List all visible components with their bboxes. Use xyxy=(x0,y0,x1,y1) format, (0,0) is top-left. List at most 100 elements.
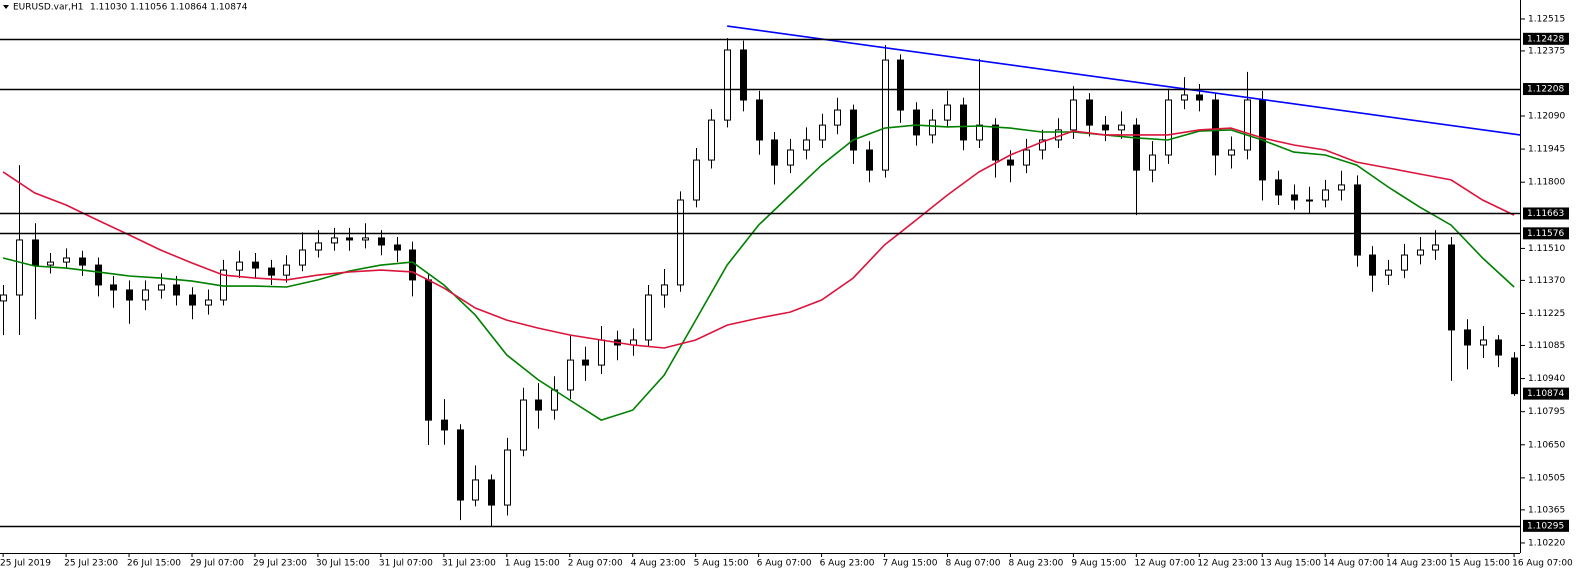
candle-body xyxy=(1338,184,1345,191)
candle-body xyxy=(803,139,810,151)
candle-body xyxy=(1480,339,1487,346)
candle-body xyxy=(850,109,857,151)
candle-body xyxy=(913,109,920,136)
x-tick-label: 31 Jul 23:00 xyxy=(442,559,496,569)
x-tick-label: 16 Aug 07:00 xyxy=(1512,559,1573,569)
candle-body xyxy=(1228,149,1235,156)
candle-body xyxy=(1070,99,1077,131)
candle-body xyxy=(1448,244,1455,331)
candle-body xyxy=(1133,124,1140,171)
level-label: 1.11663 xyxy=(1527,209,1564,219)
x-tick-label: 25 Jul 2019 xyxy=(0,559,51,569)
x-tick-label: 1 Aug 15:00 xyxy=(505,559,560,569)
candle-body xyxy=(1149,154,1156,171)
candle-body xyxy=(567,359,574,391)
candle-body xyxy=(520,399,527,451)
candle-body xyxy=(1212,99,1219,156)
candle-body xyxy=(315,242,322,251)
candle-body xyxy=(1244,99,1251,151)
candle-body xyxy=(929,119,936,136)
menu-arrow[interactable] xyxy=(3,5,9,9)
candle-body xyxy=(661,284,668,296)
x-tick-label: 29 Jul 23:00 xyxy=(253,559,307,569)
candle-body xyxy=(95,264,102,286)
candle-body xyxy=(944,104,951,121)
x-tick-label: 12 Aug 23:00 xyxy=(1197,559,1258,569)
candle-body xyxy=(189,294,196,306)
candle-body xyxy=(331,237,338,244)
x-tick-label: 6 Aug 23:00 xyxy=(820,559,875,569)
chart-title: EURUSD.var,H1 xyxy=(13,3,84,13)
candle-body xyxy=(1322,189,1329,201)
candle-body xyxy=(394,244,401,251)
y-tick-label: 1.10365 xyxy=(1528,505,1565,515)
candle-body xyxy=(283,264,290,276)
y-tick-label: 1.10940 xyxy=(1528,374,1565,384)
candle-body xyxy=(252,261,259,269)
y-tick-label: 1.10650 xyxy=(1528,440,1565,450)
x-tick-label: 7 Aug 15:00 xyxy=(883,559,938,569)
candle-body xyxy=(16,239,23,296)
candle-body xyxy=(409,249,416,281)
x-tick-label: 12 Aug 07:00 xyxy=(1134,559,1195,569)
x-tick-label: 29 Jul 07:00 xyxy=(190,559,244,569)
candle-body xyxy=(1007,159,1014,166)
candle-body xyxy=(693,159,700,201)
trendline xyxy=(727,25,1521,136)
level-box xyxy=(1523,32,1569,45)
candle-body xyxy=(834,109,841,126)
y-tick-label: 1.10505 xyxy=(1528,473,1565,483)
candle-body xyxy=(756,99,763,141)
candle-body xyxy=(1306,199,1313,202)
x-tick-label: 13 Aug 15:00 xyxy=(1260,559,1321,569)
candle-body xyxy=(158,284,165,291)
y-tick-label: 1.12515 xyxy=(1528,14,1565,24)
candle-body xyxy=(1354,184,1361,256)
x-tick-label: 4 Aug 23:00 xyxy=(631,559,686,569)
y-tick-label: 1.11800 xyxy=(1528,178,1565,188)
candle-body xyxy=(1385,269,1392,276)
y-tick-label: 1.10220 xyxy=(1528,538,1565,548)
candle-body xyxy=(488,479,495,506)
candle-body xyxy=(551,389,558,411)
x-tick-label: 14 Aug 07:00 xyxy=(1323,559,1384,569)
candle-body xyxy=(142,289,149,301)
level-box xyxy=(1523,519,1569,532)
candle-body xyxy=(1401,254,1408,271)
candle-body xyxy=(236,261,243,271)
candle-body xyxy=(1165,99,1172,156)
x-tick-label: 31 Jul 07:00 xyxy=(379,559,433,569)
x-tick-label: 2 Aug 07:00 xyxy=(568,559,623,569)
candle-body xyxy=(378,237,385,246)
candle-body xyxy=(346,237,353,241)
y-tick-label: 1.11085 xyxy=(1528,341,1565,351)
candle-body xyxy=(268,267,275,276)
candle-body xyxy=(1039,139,1046,151)
candle-body xyxy=(1181,94,1188,101)
y-tick-label: 1.11370 xyxy=(1528,276,1565,286)
x-tick-label: 5 Aug 15:00 xyxy=(694,559,749,569)
candle-body xyxy=(79,257,86,266)
level-label: 1.12428 xyxy=(1527,34,1564,44)
candle-body xyxy=(1086,99,1093,126)
moving-average xyxy=(2,127,1515,349)
candle-body xyxy=(1417,249,1424,256)
x-tick-label: 30 Jul 15:00 xyxy=(316,559,370,569)
candle-body xyxy=(771,139,778,166)
candle-body xyxy=(819,124,826,141)
candle-body xyxy=(1464,329,1471,346)
x-tick-label: 14 Aug 23:00 xyxy=(1386,559,1447,569)
candle-body xyxy=(457,429,464,501)
candle-body xyxy=(787,149,794,166)
candle-body xyxy=(1023,149,1030,166)
y-tick-label: 1.11510 xyxy=(1528,244,1565,254)
candle-body xyxy=(677,199,684,286)
y-tick-label: 1.11945 xyxy=(1528,145,1565,155)
candle-body xyxy=(708,119,715,161)
candle-body xyxy=(173,284,180,296)
candle-body xyxy=(1118,124,1125,131)
candle-body xyxy=(882,59,889,171)
y-tick-label: 1.10795 xyxy=(1528,407,1565,417)
candle-body xyxy=(1102,124,1109,131)
